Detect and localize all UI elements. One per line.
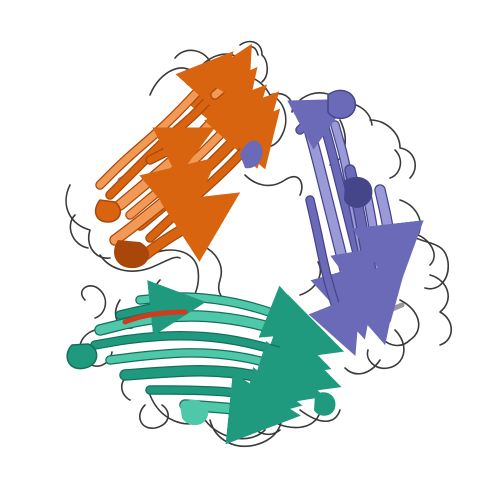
coil-loop: [409, 234, 449, 290]
coil-loop: [139, 404, 169, 429]
teal-chain-sheet: [66, 280, 345, 445]
coil-loop: [244, 174, 303, 196]
beta-strand: [96, 51, 234, 189]
coil-loop: [174, 49, 213, 80]
blue-loop-blob: [327, 89, 356, 120]
blue-chain-sheet: [240, 89, 424, 356]
coil-loop: [199, 244, 241, 302]
beta-strand: [352, 185, 424, 296]
orange-loop-blob: [94, 199, 122, 223]
coil-loop: [69, 214, 89, 249]
accent-strand: [122, 309, 188, 325]
blue-loop-blob: [240, 140, 263, 169]
coil-loop: [239, 40, 269, 83]
helix-fragment: [387, 302, 405, 313]
blue-loop-blob: [344, 176, 373, 208]
coil-loop: [65, 184, 111, 259]
coil-loop: [299, 409, 341, 423]
orange-chain-sheet: [94, 43, 281, 269]
coil-loop: [366, 329, 405, 370]
coil-loop: [389, 149, 402, 179]
coil-loop: [344, 359, 381, 375]
teal-loop-blob: [66, 343, 98, 370]
orange-loop-blob: [114, 240, 150, 269]
coil-loop: [80, 285, 107, 319]
beta-strand: [199, 43, 252, 107]
coil-loop: [399, 199, 435, 266]
teal-loop-blob: [314, 392, 336, 416]
beta-strand: [146, 127, 216, 178]
coil-loop: [429, 274, 453, 346]
beta-strand: [287, 98, 350, 150]
beta-strand: [116, 280, 206, 336]
coil-loop: [299, 261, 322, 296]
teal-loop-blob: [180, 399, 209, 426]
coil-loop: [209, 411, 282, 447]
coil-loop: [369, 119, 416, 179]
